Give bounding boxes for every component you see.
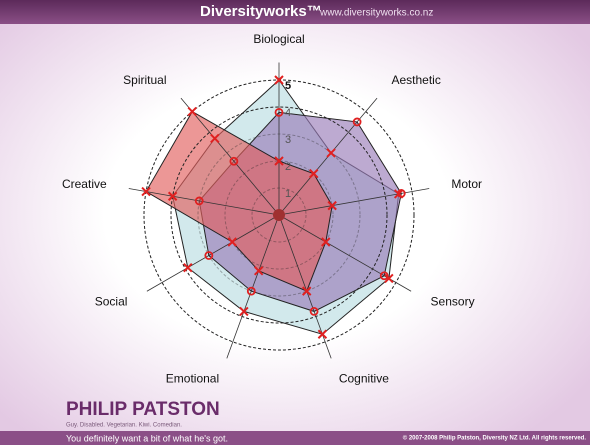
footer-name: PHILIP PATSTON xyxy=(66,399,220,420)
copyright: © 2007-2008 Philip Patston, Diversity NZ… xyxy=(403,435,587,442)
category-label: Creative xyxy=(62,177,107,191)
r-tick-label: 2 xyxy=(285,161,291,173)
category-label: Social xyxy=(95,295,128,309)
center xyxy=(273,209,285,221)
brand: Diversityworks™ xyxy=(200,3,322,20)
category-label: Motor xyxy=(451,177,482,191)
category-label: Emotional xyxy=(166,372,219,386)
category-label: Spiritual xyxy=(123,73,166,87)
r-tick-label: 3 xyxy=(285,134,291,146)
slide: Diversityworks™ www.diversityworks.co.nz… xyxy=(0,0,590,445)
category-label: Sensory xyxy=(431,295,475,309)
category-label: Aesthetic xyxy=(391,73,440,87)
r-tick-label: 5 xyxy=(285,80,291,92)
r-tick-label: 1 xyxy=(285,188,291,200)
r-tick-label: 4 xyxy=(285,107,291,119)
category-label: Biological xyxy=(253,32,304,46)
footer-tagline: Guy. Disabled. Vegetarian. Kiwi. Comedia… xyxy=(66,423,182,429)
url: www.diversityworks.co.nz xyxy=(319,8,433,19)
category-label: Cognitive xyxy=(339,372,389,386)
footer-slogan: You definitely want a bit of what he's g… xyxy=(66,433,228,443)
